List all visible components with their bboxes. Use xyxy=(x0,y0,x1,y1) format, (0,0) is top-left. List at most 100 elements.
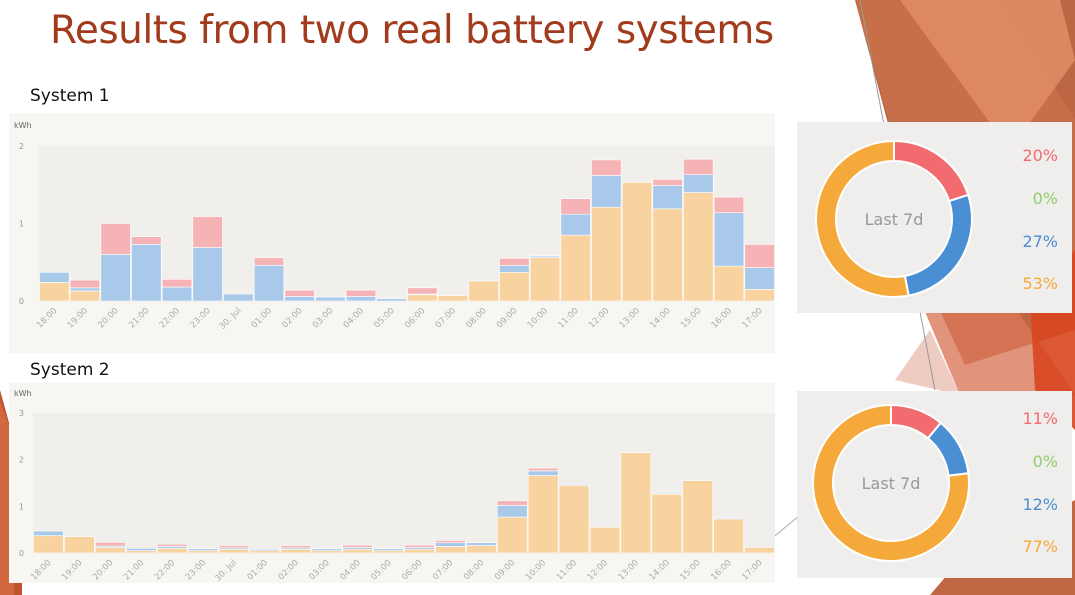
bar-red-10 xyxy=(345,289,377,297)
bar-orange-9 xyxy=(311,550,342,554)
bar-orange-14 xyxy=(468,280,499,302)
bar-blue-7 xyxy=(249,548,281,551)
bar-blue-2 xyxy=(100,254,131,302)
bar-orange-20 xyxy=(652,208,683,302)
system-2-pct-blue: 12% xyxy=(1022,495,1058,514)
system-1-pct-orange: 53% xyxy=(1022,274,1058,293)
bar-orange-16 xyxy=(529,257,561,302)
bar-blue-22 xyxy=(713,517,744,520)
bar-orange-14 xyxy=(466,545,497,554)
bar-red-2 xyxy=(95,541,126,547)
bar-orange-21 xyxy=(682,480,713,554)
bar-blue-11 xyxy=(373,548,404,551)
y-axis-label: kWh xyxy=(14,389,32,398)
bar-red-12 xyxy=(404,544,435,548)
y-tick-label: 1 xyxy=(19,502,24,511)
bar-blue-11 xyxy=(376,298,407,302)
bar-red-6 xyxy=(218,545,250,549)
bar-orange-21 xyxy=(683,192,714,302)
bar-blue-22 xyxy=(713,212,745,267)
bar-orange-17 xyxy=(558,485,590,554)
bar-red-22 xyxy=(713,196,745,213)
bar-red-2 xyxy=(100,223,131,255)
donut-center-label: Last 7d xyxy=(862,474,921,493)
system-2-donut-chart: Last 7d xyxy=(812,403,970,562)
bar-blue-8 xyxy=(284,296,315,302)
bar-orange-3 xyxy=(125,550,157,554)
bar-orange-22 xyxy=(713,518,744,554)
system-2-label: System 2 xyxy=(30,360,110,380)
bar-red-15 xyxy=(496,500,528,506)
bar-blue-21 xyxy=(683,174,714,193)
y-axis-label: kWh xyxy=(14,121,32,130)
bar-orange-4 xyxy=(156,548,188,554)
donut-slice-2 xyxy=(926,421,970,477)
bar-red-18 xyxy=(591,159,622,176)
bar-orange-20 xyxy=(651,493,683,554)
y-tick-label: 1 xyxy=(19,220,24,229)
bar-orange-1 xyxy=(64,536,95,554)
system-1-pct-blue: 27% xyxy=(1022,232,1058,251)
bar-red-15 xyxy=(499,258,530,266)
donut-center-label: Last 7d xyxy=(865,210,924,229)
deco-shape-mid-light xyxy=(895,330,960,395)
bar-red-21 xyxy=(683,158,714,175)
bar-red-12 xyxy=(407,287,438,295)
system-1-label: System 1 xyxy=(30,86,110,106)
system-2-pct-red: 11% xyxy=(1022,409,1058,428)
bar-orange-1 xyxy=(69,290,101,302)
bar-blue-23 xyxy=(744,267,775,290)
bar-red-5 xyxy=(192,216,223,248)
bar-red-8 xyxy=(280,545,312,549)
bar-orange-6 xyxy=(218,548,250,554)
bar-red-20 xyxy=(652,179,683,186)
bar-blue-0 xyxy=(39,272,70,283)
system-1-pct-green: 0% xyxy=(1032,189,1058,208)
bar-orange-13 xyxy=(435,546,466,554)
y-tick-label: 0 xyxy=(19,549,24,558)
bar-blue-9 xyxy=(311,548,342,551)
bar-red-23 xyxy=(744,244,775,268)
y-tick-label: 0 xyxy=(19,297,24,306)
plot-area xyxy=(33,413,775,553)
bar-orange-2 xyxy=(95,547,126,554)
bar-orange-12 xyxy=(404,548,435,554)
system-1-pct-red: 20% xyxy=(1022,146,1058,165)
bar-blue-16 xyxy=(527,470,559,476)
bar-orange-0 xyxy=(39,282,70,302)
bar-red-7 xyxy=(253,257,285,266)
bar-blue-13 xyxy=(435,542,466,547)
bar-blue-14 xyxy=(468,279,499,282)
bar-red-3 xyxy=(131,236,162,245)
plot-area xyxy=(39,146,775,301)
system-1-donut-chart: Last 7d xyxy=(814,139,973,298)
bar-blue-17 xyxy=(560,213,591,236)
bar-red-17 xyxy=(560,198,591,215)
bar-orange-16 xyxy=(527,475,559,554)
bar-red-16 xyxy=(527,467,559,472)
bar-red-13 xyxy=(435,540,466,544)
bar-blue-5 xyxy=(187,548,219,551)
bar-blue-17 xyxy=(558,484,590,486)
bar-blue-1 xyxy=(69,287,101,292)
donut-slice-3 xyxy=(812,403,970,562)
bar-orange-11 xyxy=(373,550,404,554)
bar-red-4 xyxy=(161,279,193,288)
system-2-pct-green: 0% xyxy=(1032,452,1058,471)
bar-orange-18 xyxy=(589,527,621,554)
donut-slice-0 xyxy=(893,139,970,203)
bar-blue-14 xyxy=(466,542,497,546)
bar-orange-12 xyxy=(407,294,438,302)
y-tick-label: 2 xyxy=(19,456,24,465)
y-tick-label: 2 xyxy=(19,142,24,151)
bar-orange-7 xyxy=(249,550,281,554)
bar-orange-10 xyxy=(342,548,373,554)
bar-blue-18 xyxy=(591,175,622,208)
bar-blue-20 xyxy=(652,185,683,210)
bar-orange-5 xyxy=(187,550,219,554)
bar-orange-22 xyxy=(713,265,745,302)
bar-red-1 xyxy=(69,279,101,289)
bar-orange-15 xyxy=(499,272,530,302)
